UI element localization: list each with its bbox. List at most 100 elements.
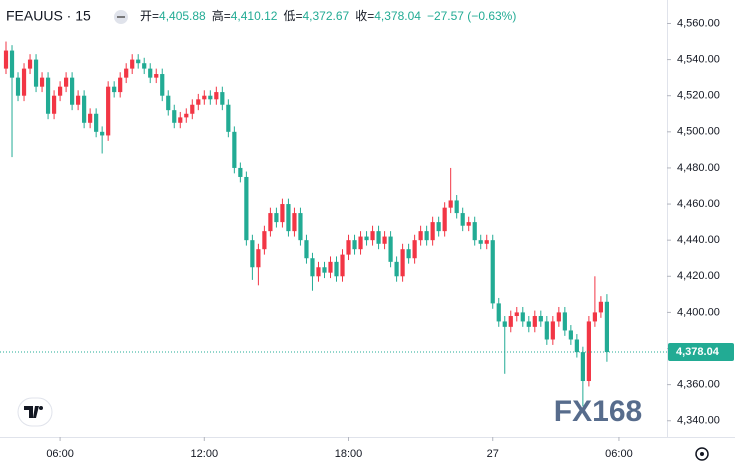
- candle-body: [568, 330, 573, 340]
- candle-body: [45, 77, 51, 114]
- candle-body: [208, 95, 213, 100]
- ohlc-label: 高=: [212, 8, 231, 23]
- ohlc-value: 4,372.67: [302, 9, 349, 23]
- candle-body: [352, 240, 357, 250]
- change: −27.57 (−0.63%): [427, 9, 516, 23]
- ohlc-value: 4,410.12: [231, 9, 278, 23]
- candle-body: [70, 77, 75, 105]
- candle-body: [532, 316, 537, 327]
- candle-body: [466, 222, 471, 226]
- candle-body: [63, 77, 69, 87]
- candle-body: [130, 59, 135, 69]
- candle-body: [76, 95, 81, 105]
- x-tick-label: 18:00: [335, 448, 363, 460]
- candle-body: [238, 167, 243, 177]
- candle-body: [322, 267, 327, 273]
- candle-body: [316, 267, 321, 277]
- candle-body: [418, 231, 423, 241]
- candle-body: [106, 86, 111, 136]
- candle-body: [310, 258, 315, 277]
- candle-body: [256, 249, 261, 268]
- header: FEAUUS · 15: [6, 8, 128, 24]
- candle-body: [472, 222, 477, 241]
- candle-body: [292, 213, 297, 232]
- tv-logo: [17, 397, 53, 427]
- candle-body: [172, 110, 177, 123]
- candle-body: [580, 352, 585, 382]
- y-tick-label: 4,540.00: [677, 53, 720, 65]
- candle-body: [460, 213, 465, 226]
- x-tick-label: 27: [487, 448, 499, 460]
- candle-body: [100, 131, 105, 136]
- candle-body: [244, 176, 249, 241]
- y-tick-label: 4,400.00: [677, 306, 720, 318]
- ohlc-value: 4,405.88: [159, 9, 206, 23]
- ohlc-label: 低=: [283, 9, 302, 23]
- candle-body: [3, 50, 9, 69]
- candle-body: [226, 104, 231, 132]
- candle-body: [27, 59, 33, 69]
- candle-body: [250, 240, 255, 268]
- y-tick-label: 4,500.00: [677, 126, 720, 138]
- candle-body: [526, 321, 531, 327]
- candle-body: [178, 117, 183, 123]
- candle-body: [328, 261, 333, 273]
- candle-body: [520, 312, 525, 322]
- candle-body: [490, 240, 495, 304]
- candle-body: [9, 50, 15, 78]
- candle-body: [33, 59, 39, 87]
- candle-body: [148, 68, 153, 78]
- candle-body: [376, 231, 381, 244]
- candle-body: [574, 339, 579, 353]
- candle-body: [304, 240, 309, 259]
- candle-body: [196, 99, 201, 105]
- candle-body: [112, 86, 117, 93]
- last-price-box: [668, 343, 734, 362]
- ohlc-value: 4,378.04: [374, 9, 421, 23]
- x-tick-label: 12:00: [191, 448, 219, 460]
- candle-body: [358, 236, 363, 250]
- candle-body: [538, 316, 543, 322]
- candle-body: [598, 301, 604, 313]
- candle-body: [21, 68, 27, 96]
- candle-body: [94, 113, 99, 132]
- candle-body: [496, 303, 501, 322]
- candle-body: [388, 236, 393, 262]
- candle-body: [508, 316, 513, 327]
- y-tick-label: 4,420.00: [677, 270, 720, 282]
- y-tick-label: 4,360.00: [677, 379, 720, 391]
- settings-icon[interactable]: [695, 447, 709, 461]
- y-tick-label: 4,480.00: [677, 162, 720, 174]
- ohlc-label: 收=: [355, 9, 374, 23]
- candle-body: [160, 74, 165, 96]
- candle-body: [298, 213, 303, 241]
- candle-body: [280, 204, 285, 223]
- symbol: FEAUUS · 15: [6, 8, 91, 24]
- candle-body: [334, 261, 339, 277]
- candle-body: [142, 63, 147, 69]
- candle-body: [136, 59, 141, 64]
- candle-body: [88, 113, 93, 123]
- candle-body: [454, 200, 459, 214]
- candle-body: [556, 312, 561, 322]
- candle-body: [424, 231, 429, 241]
- last-price-label: 4,378.04: [676, 346, 720, 358]
- candle-body: [262, 231, 267, 250]
- candle-body: [394, 261, 399, 277]
- candle-body: [51, 95, 57, 114]
- candle-body: [586, 321, 591, 382]
- candle-body: [514, 312, 519, 317]
- candle-body: [82, 95, 87, 123]
- candle-body: [274, 213, 279, 223]
- candle-body: [604, 301, 610, 353]
- candle-body: [436, 222, 441, 232]
- candle-body: [562, 312, 567, 331]
- y-tick-label: 4,460.00: [677, 198, 720, 210]
- candle-body: [190, 104, 195, 114]
- candle-body: [118, 77, 123, 93]
- x-tick-label: 06:00: [46, 448, 74, 460]
- candle-body: [406, 249, 411, 259]
- candle-body: [184, 113, 189, 118]
